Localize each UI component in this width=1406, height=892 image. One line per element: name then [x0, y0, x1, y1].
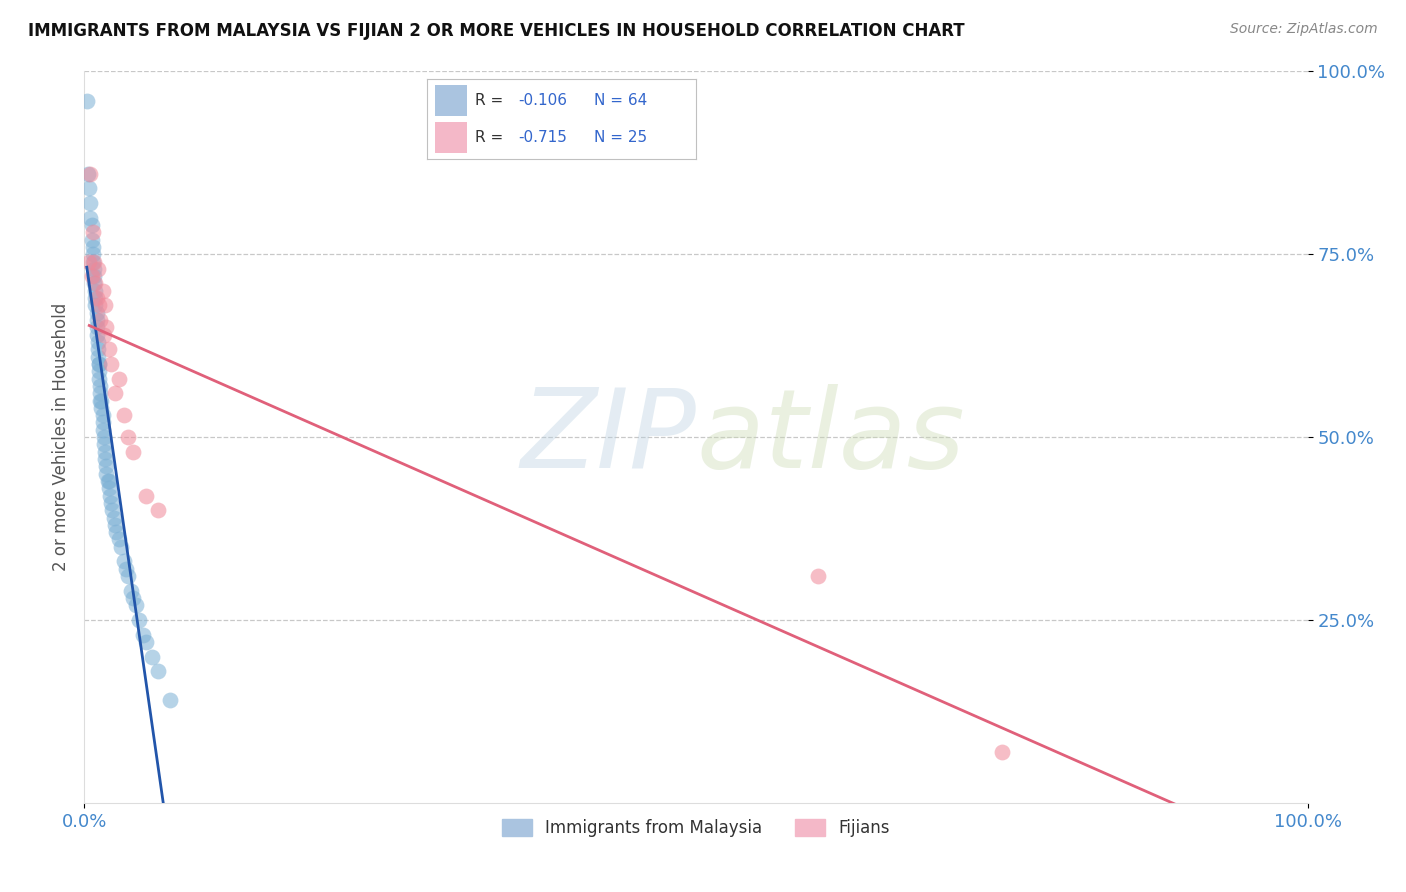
Point — [82, 240, 104, 254]
Point — [120, 583, 142, 598]
Point — [87, 343, 110, 357]
Point — [122, 444, 145, 458]
Point — [94, 444, 117, 458]
Point — [112, 408, 135, 422]
Text: atlas: atlas — [696, 384, 965, 491]
Point — [107, 533, 129, 547]
Point — [77, 167, 100, 181]
Point — [96, 467, 118, 481]
Point — [104, 386, 127, 401]
Point — [91, 284, 114, 298]
Point — [86, 306, 108, 320]
Point — [97, 481, 120, 495]
Legend: Immigrants from Malaysia, Fijians: Immigrants from Malaysia, Fijians — [494, 811, 898, 846]
Point — [82, 225, 104, 239]
Point — [104, 517, 127, 532]
Y-axis label: 2 or more Vehicles in Household: 2 or more Vehicles in Household — [52, 303, 70, 571]
Point — [83, 261, 105, 276]
Point — [93, 437, 115, 451]
Point — [107, 371, 129, 385]
Text: IMMIGRANTS FROM MALAYSIA VS FIJIAN 2 OR MORE VEHICLES IN HOUSEHOLD CORRELATION C: IMMIGRANTS FROM MALAYSIA VS FIJIAN 2 OR … — [28, 22, 965, 40]
Point — [110, 540, 132, 554]
Point — [83, 277, 105, 291]
Point — [89, 313, 111, 327]
Text: Source: ZipAtlas.com: Source: ZipAtlas.com — [1230, 22, 1378, 37]
Point — [80, 269, 103, 284]
Point — [82, 247, 104, 261]
Point — [96, 320, 118, 334]
Point — [87, 357, 110, 371]
Point — [135, 635, 157, 649]
Point — [79, 211, 101, 225]
Point — [94, 452, 117, 467]
Point — [97, 474, 120, 488]
Point — [83, 269, 105, 284]
Point — [128, 613, 150, 627]
Point — [94, 298, 117, 312]
Point — [117, 430, 139, 444]
Point — [91, 416, 114, 430]
Point — [87, 371, 110, 385]
Point — [159, 693, 181, 707]
Point — [132, 627, 155, 641]
Point — [90, 401, 112, 415]
Point — [87, 357, 110, 371]
Point — [76, 94, 98, 108]
Point — [89, 386, 111, 401]
Point — [98, 489, 121, 503]
Point — [84, 291, 107, 305]
Point — [91, 423, 114, 437]
Point — [84, 284, 107, 298]
Point — [87, 334, 110, 349]
Point — [112, 554, 135, 568]
Point — [807, 569, 830, 583]
Point — [77, 181, 100, 195]
Point — [86, 291, 108, 305]
Point — [103, 510, 125, 524]
Point — [97, 474, 120, 488]
Point — [146, 503, 169, 517]
Point — [82, 254, 104, 268]
Point — [146, 664, 169, 678]
Point — [87, 261, 110, 276]
Point — [87, 364, 110, 378]
Point — [93, 327, 115, 342]
Point — [83, 254, 105, 268]
Text: ZIP: ZIP — [520, 384, 696, 491]
Point — [105, 525, 128, 540]
Point — [84, 298, 107, 312]
Point — [79, 196, 101, 211]
Point — [115, 562, 138, 576]
Point — [86, 320, 108, 334]
Point — [991, 745, 1014, 759]
Point — [93, 430, 115, 444]
Point — [125, 599, 148, 613]
Point — [80, 218, 103, 232]
Point — [90, 393, 112, 408]
Point — [100, 357, 122, 371]
Point — [96, 459, 118, 474]
Point — [79, 167, 101, 181]
Point — [101, 503, 124, 517]
Point — [91, 408, 114, 422]
Point — [89, 379, 111, 393]
Point — [80, 233, 103, 247]
Point — [141, 649, 163, 664]
Point — [84, 277, 107, 291]
Point — [135, 489, 157, 503]
Point — [117, 569, 139, 583]
Point — [86, 327, 108, 342]
Point — [89, 393, 111, 408]
Point — [77, 254, 100, 268]
Point — [100, 496, 122, 510]
Point — [97, 343, 120, 357]
Point — [122, 591, 145, 605]
Point — [86, 313, 108, 327]
Point — [87, 350, 110, 364]
Point — [87, 298, 110, 312]
